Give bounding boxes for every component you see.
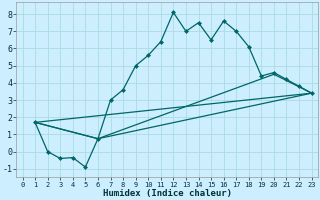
X-axis label: Humidex (Indice chaleur): Humidex (Indice chaleur) [103,189,232,198]
